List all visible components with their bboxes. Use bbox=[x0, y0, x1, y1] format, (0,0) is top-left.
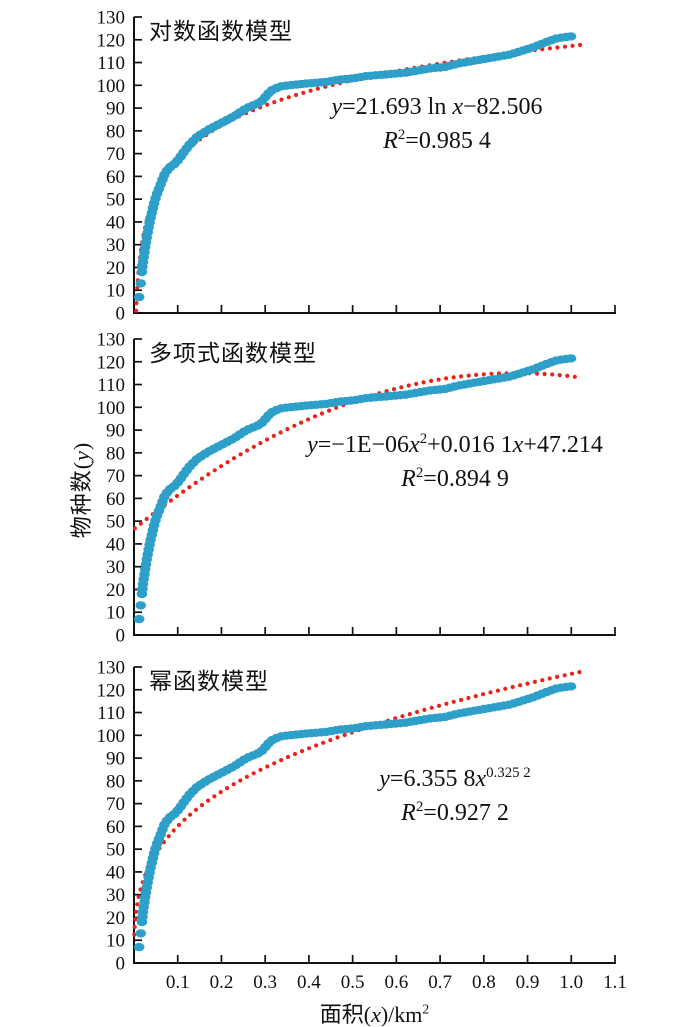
y-tick-label: 20 bbox=[106, 580, 125, 601]
x-tick-label: 0.6 bbox=[384, 972, 408, 993]
x-axis-ticks bbox=[176, 627, 616, 635]
fit-curve-dots bbox=[134, 42, 583, 313]
y-tick-label: 90 bbox=[106, 421, 125, 442]
y-tick-label: 90 bbox=[106, 749, 125, 770]
panel2-equation: y=−1E−06x2+0.016 1x+47.214 R2=0.894 9 bbox=[285, 425, 625, 493]
panel3-r2: R2=0.927 2 bbox=[401, 799, 509, 826]
x-tick-label: 0.4 bbox=[297, 972, 321, 993]
x-tick-label: 0.7 bbox=[428, 972, 452, 993]
panel2-equation-line: y=−1E−06x2+0.016 1x+47.214 bbox=[307, 431, 603, 458]
x-tick-label: 1.0 bbox=[559, 972, 583, 993]
panel3-equation: y=6.355 8x0.325 2 R2=0.927 2 bbox=[295, 759, 615, 827]
panel1-title: 对数函数模型 bbox=[149, 19, 293, 44]
x-tick-label: 0.2 bbox=[210, 972, 234, 993]
y-tick-label: 50 bbox=[106, 512, 125, 533]
x-axis-ticks: 0.1 0.2 0.3 0.4 0.5 0.6 0.7 0.8 0.9 1.0 1.1 bbox=[166, 955, 627, 993]
x-tick-label: 0.8 bbox=[472, 972, 496, 993]
x-axis-title: 面积(x)/km2 bbox=[319, 1001, 430, 1027]
y-tick-label: 0 bbox=[116, 304, 126, 325]
y-tick-label: 120 bbox=[97, 30, 126, 51]
axes bbox=[133, 17, 616, 314]
y-tick-label: 40 bbox=[106, 212, 125, 233]
y-tick-label: 100 bbox=[97, 398, 126, 419]
observed-data-dots bbox=[133, 682, 577, 952]
panel2-title: 多项式函数模型 bbox=[149, 341, 317, 366]
y-tick-label: 0 bbox=[116, 626, 126, 647]
y-tick-label: 110 bbox=[97, 375, 125, 396]
y-tick-label: 70 bbox=[106, 466, 125, 487]
y-tick-label: 40 bbox=[106, 862, 125, 883]
x-tick-label: 0.9 bbox=[516, 972, 540, 993]
y-tick-label: 90 bbox=[106, 99, 125, 120]
y-tick-label: 40 bbox=[106, 534, 125, 555]
panel1-r2: R2=0.985 4 bbox=[383, 127, 491, 154]
y-tick-label: 100 bbox=[97, 726, 126, 747]
panel3-equation-line: y=6.355 8x0.325 2 bbox=[379, 765, 531, 792]
y-tick-label: 20 bbox=[106, 258, 125, 279]
y-tick-label: 120 bbox=[97, 680, 126, 701]
y-tick-label: 120 bbox=[97, 352, 126, 373]
y-tick-label: 80 bbox=[106, 443, 125, 464]
y-tick-label: 80 bbox=[106, 121, 125, 142]
y-tick-label: 110 bbox=[97, 53, 125, 74]
y-tick-label: 110 bbox=[97, 703, 125, 724]
x-tick-label: 1.1 bbox=[603, 972, 627, 993]
panel3-title: 幂函数模型 bbox=[149, 669, 269, 694]
y-tick-label: 10 bbox=[106, 281, 125, 302]
x-axis-ticks bbox=[176, 305, 616, 313]
y-tick-label: 60 bbox=[106, 817, 125, 838]
y-tick-label: 70 bbox=[106, 144, 125, 165]
y-tick-label: 10 bbox=[106, 931, 125, 952]
y-tick-label: 10 bbox=[106, 603, 125, 624]
x-tick-label: 0.1 bbox=[166, 972, 190, 993]
y-tick-label: 130 bbox=[97, 658, 126, 679]
y-tick-label: 80 bbox=[106, 771, 125, 792]
panel1-equation-line: y=21.693 ln x−82.506 bbox=[331, 94, 543, 120]
y-tick-label: 20 bbox=[106, 908, 125, 929]
y-tick-label: 100 bbox=[97, 76, 126, 97]
observed-data-dots bbox=[133, 354, 577, 624]
y-axis-title: 物种数(y) bbox=[69, 441, 94, 539]
y-tick-label: 50 bbox=[106, 840, 125, 861]
panel1-equation: y=21.693 ln x−82.506 R2=0.985 4 bbox=[272, 93, 602, 155]
y-tick-label: 60 bbox=[106, 489, 125, 510]
x-tick-label: 0.3 bbox=[253, 972, 277, 993]
x-tick-label: 0.5 bbox=[341, 972, 365, 993]
y-tick-label: 0 bbox=[116, 954, 126, 975]
y-tick-label: 50 bbox=[106, 190, 125, 211]
panel2-r2: R2=0.894 9 bbox=[401, 465, 509, 492]
y-tick-label: 130 bbox=[97, 8, 126, 29]
y-tick-label: 30 bbox=[106, 885, 125, 906]
y-tick-label: 30 bbox=[106, 557, 125, 578]
y-tick-label: 130 bbox=[97, 330, 126, 351]
y-tick-label: 60 bbox=[106, 167, 125, 188]
y-tick-label: 30 bbox=[106, 235, 125, 256]
y-tick-label: 70 bbox=[106, 794, 125, 815]
observed-data-dots bbox=[133, 32, 577, 302]
